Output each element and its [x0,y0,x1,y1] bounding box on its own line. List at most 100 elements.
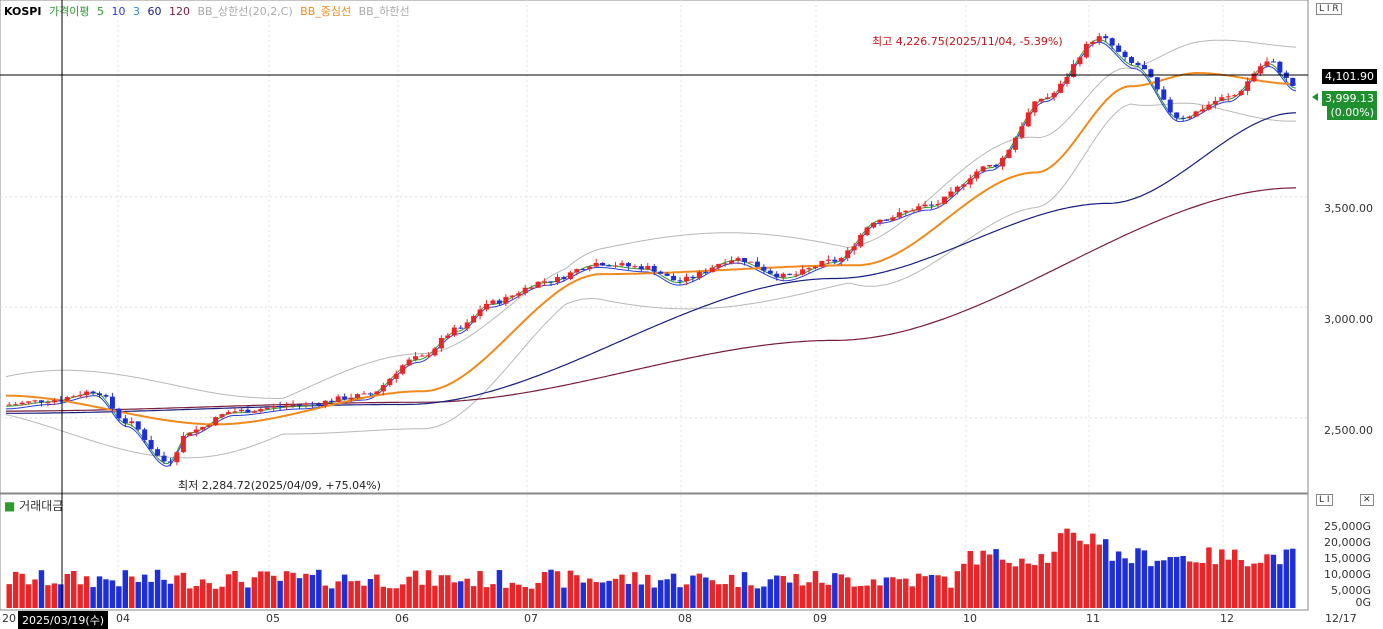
volume-bar [986,554,993,608]
volume-bar [1225,559,1231,608]
candle-body [619,263,625,266]
month-tick: 08 [678,612,692,625]
volume-bar [445,575,451,608]
candle-body [1070,64,1076,77]
candle-body [554,277,560,283]
candle-body [13,404,19,406]
volume-bar [890,577,896,608]
volume-bar [883,577,890,608]
candle-body [754,261,760,267]
candle-body [1167,99,1173,113]
candle-body [948,191,954,197]
candle-body [1251,73,1257,82]
volume-bar [1199,563,1206,608]
candle-body [696,271,702,279]
volume-bar [799,585,806,608]
candle-body [896,212,902,218]
candle-body [587,266,593,270]
candle-body [909,210,915,212]
volume-bar [1186,561,1193,608]
volume-bar [1251,563,1257,608]
candle-body [748,261,754,263]
candle-body [1006,149,1012,158]
volume-bar [58,584,64,608]
ma5-line [6,38,1297,465]
candle-body [135,421,141,430]
close-icon[interactable]: ✕ [1360,494,1374,506]
bb-upper-label: BB_상한선(20,2,C) [197,5,293,18]
volume-controls[interactable]: L I [1316,494,1333,506]
volume-bar [1057,533,1064,608]
volume-bar [135,581,141,608]
candle-body [303,403,309,405]
candle-body [122,418,128,424]
candle-body [6,404,12,406]
volume-bar [625,583,632,608]
candle-body [432,348,438,356]
candle-body [883,219,889,221]
candle-body [819,260,825,267]
candle-body [1058,83,1064,93]
candle-body [600,262,606,266]
month-tick: 05 [266,612,280,625]
ma5-label: 5 [96,5,104,18]
candle-body [380,385,386,392]
candle-body [84,391,90,396]
volume-bar [935,575,941,608]
candle-body [219,414,225,418]
volume-bar [387,588,393,608]
volume-bar [212,588,219,608]
candle-body [645,265,651,270]
candle-body [613,265,619,267]
volume-bar [567,570,574,608]
candle-body [51,400,57,403]
volume-bar [903,578,909,608]
volume-bar [464,578,470,608]
candle-body [1077,57,1083,65]
volume-bar [187,588,193,608]
candle-body [542,281,548,283]
candle-body [548,281,554,283]
candle-body [625,263,631,267]
candle-body [238,409,244,412]
bb-upper-line [5,39,1297,400]
candle-body [425,355,431,357]
bb-lower-line [5,102,1297,459]
volume-bar [716,584,722,608]
volume-bar [438,575,445,608]
volume-bar [1264,554,1270,608]
candle-body [245,409,251,413]
volume-bar [32,579,38,608]
candle-body [348,397,354,400]
candle-body [735,257,741,261]
candle-body [664,273,670,276]
volume-bar [967,551,973,608]
candle-body [716,264,722,268]
volume-bar [574,575,580,608]
volume-bar [722,584,728,608]
volume-bar [832,573,838,608]
candle-body [529,287,535,289]
volume-bar [1128,563,1135,608]
volume-bar [25,584,32,608]
volume-bar [238,581,245,608]
candle-body [1180,117,1186,119]
chart-controls[interactable]: L I R [1316,3,1342,15]
volume-bar [632,572,638,608]
cursor-date-label: 2025/03/19(수) [18,611,109,629]
candle-body [871,222,877,228]
candle-body [987,164,993,167]
candle-body [1187,116,1193,119]
volume-bar [593,582,599,608]
volume-bar [341,574,348,608]
volume-bar [96,576,103,608]
volume-bar [761,586,767,608]
candle-body [877,219,883,223]
candle-body [451,327,457,336]
volume-bar [258,571,264,608]
candle-body [1064,76,1070,84]
month-tick: 11 [1086,612,1100,625]
candle-body [387,378,393,386]
volume-bar [1212,564,1219,608]
